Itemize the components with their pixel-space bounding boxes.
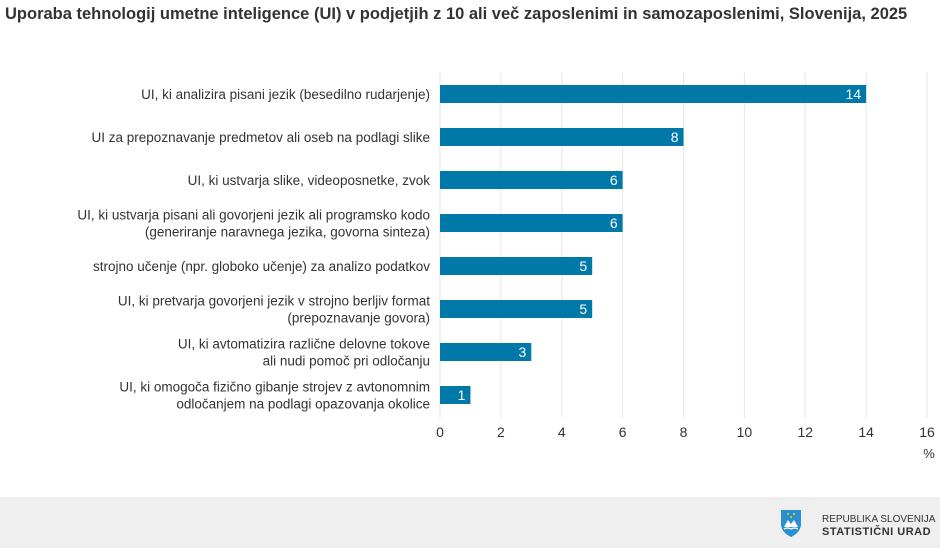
bar <box>440 343 532 361</box>
bar <box>440 171 623 189</box>
x-tick-label: 10 <box>737 424 753 440</box>
x-tick-label: 2 <box>497 424 505 440</box>
data-label: 1 <box>458 387 466 403</box>
data-label: 3 <box>519 344 527 360</box>
category-label: UI, ki analizira pisani jezik (besedilno… <box>141 87 430 102</box>
slovenia-coat-of-arms-icon <box>781 510 801 537</box>
x-tick-label: 14 <box>858 424 874 440</box>
data-label: 5 <box>579 301 587 317</box>
x-tick-label: 6 <box>619 424 627 440</box>
category-label: UI, ki ustvarja pisani ali govorjeni jez… <box>77 208 430 223</box>
bar <box>440 300 593 318</box>
category-label: UI, ki omogoča fizično gibanje strojev z… <box>119 380 430 395</box>
x-tick-label: 4 <box>558 424 566 440</box>
chart-title: Uporaba tehnologij umetne inteligence (U… <box>5 5 908 23</box>
x-tick-label: 0 <box>436 424 444 440</box>
x-tick-label: 12 <box>797 424 813 440</box>
data-label: 5 <box>579 258 587 274</box>
category-label: UI, ki avtomatizira različne delovne tok… <box>178 337 430 352</box>
data-label: 8 <box>671 129 679 145</box>
bar <box>440 85 867 103</box>
bar <box>440 214 623 232</box>
logo-line-2: STATISTIČNI URAD <box>822 526 932 538</box>
category-label: UI za prepoznavanje predmetov ali oseb n… <box>92 130 430 145</box>
bar <box>440 128 684 146</box>
data-label: 14 <box>846 86 862 102</box>
x-tick-label: 16 <box>919 424 935 440</box>
category-label: odločanjem na podlagi opazovanja okolice <box>176 397 430 412</box>
x-tick-label: 8 <box>680 424 688 440</box>
category-label: ali nudi pomoč pri odločanju <box>263 354 430 369</box>
bar <box>440 386 471 404</box>
logo-line-1: REPUBLIKA SLOVENIJA <box>822 514 936 525</box>
data-label: 6 <box>610 172 618 188</box>
category-label: (prepoznavanje govora) <box>287 311 430 326</box>
category-label: (generiranje naravnega jezika, govorna s… <box>145 225 430 240</box>
category-label: UI, ki ustvarja slike, videoposnetke, zv… <box>188 173 431 188</box>
category-label: UI, ki pretvarja govorjeni jezik v stroj… <box>118 294 430 309</box>
x-axis-label: % <box>923 446 935 461</box>
statistical-office-logo: REPUBLIKA SLOVENIJA STATISTIČNI URAD <box>822 513 935 539</box>
bar <box>440 257 593 275</box>
data-label: 6 <box>610 215 618 231</box>
category-label: strojno učenje (npr. globoko učenje) za … <box>93 259 430 274</box>
